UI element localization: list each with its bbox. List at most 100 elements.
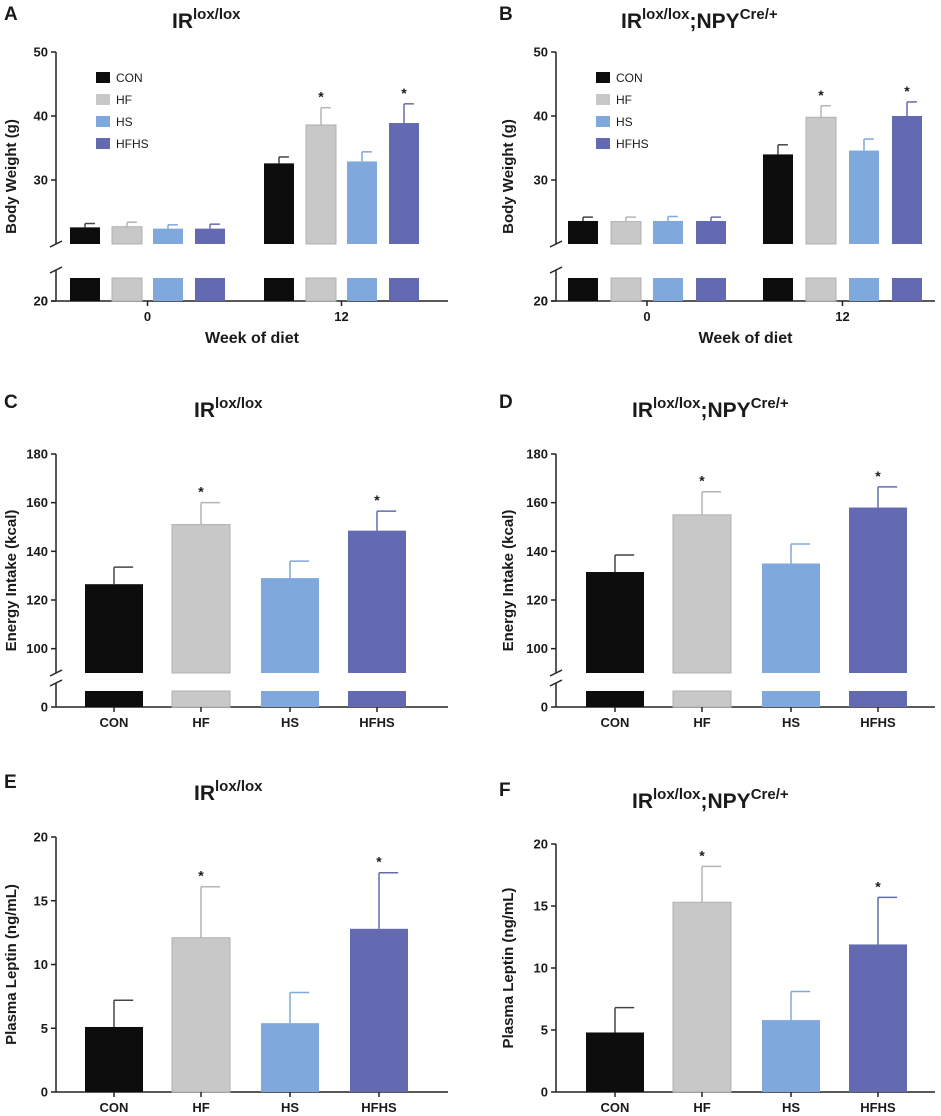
x-tick-label: 12: [334, 309, 348, 324]
x-tick-label: CON: [601, 1100, 630, 1115]
bar-hf: [610, 221, 642, 245]
x-tick-label: HS: [782, 1100, 800, 1115]
x-tick-label: 12: [835, 309, 849, 324]
significance-star: *: [875, 878, 881, 894]
significance-star: *: [198, 868, 204, 884]
y-axis-label: Plasma Leptin (ng/mL): [500, 888, 517, 1049]
bar-hs: [261, 578, 319, 673]
bar-con: [586, 1032, 644, 1092]
significance-star: *: [374, 492, 380, 508]
title-superscript: lox/lox: [642, 6, 690, 23]
y-tick-label: 10: [34, 957, 48, 972]
bar-base-hf: [171, 690, 231, 708]
title-superscript: lox/lox: [653, 395, 701, 412]
x-tick-label: CON: [100, 1100, 129, 1115]
y-tick-label: 0: [541, 294, 548, 309]
x-tick-label: HFHS: [359, 715, 395, 730]
bar-base-hf: [672, 690, 732, 708]
axis-break-mark: [49, 669, 63, 687]
legend-swatch-hfhs: [96, 138, 110, 149]
panel-letter: F: [499, 780, 511, 801]
significance-star: *: [818, 87, 824, 103]
bar-con: [264, 163, 294, 244]
y-tick-label: 180: [526, 447, 548, 462]
title-superscript: lox/lox: [653, 786, 701, 803]
title-superscript-2: Cre/+: [751, 395, 789, 412]
y-tick-label: 0: [541, 700, 548, 715]
bar-base-hs: [653, 278, 683, 301]
chart-title: IRlox/lox: [194, 778, 263, 805]
panel-b: B IRlox/lox;NPYCre/+Body Weight (g)020304…: [499, 4, 935, 347]
panel-c: C IRlox/lox Energy Intake (kcal) 0 100 120 140…: [3, 392, 448, 730]
x-tick-label: CON: [100, 715, 129, 730]
legend-label-hf: HF: [116, 93, 132, 107]
y-tick-label: 15: [34, 893, 48, 908]
y-axis-label: Energy Intake (kcal): [3, 510, 20, 652]
bar-hfhs: [195, 228, 225, 244]
legend-swatch-hs: [596, 116, 610, 127]
y-axis-label: Energy Intake (kcal): [500, 510, 517, 652]
bar-con: [568, 220, 598, 244]
bar-base-con: [568, 278, 598, 301]
panel-letter: E: [4, 772, 17, 793]
x-tick-label: HF: [192, 1100, 209, 1115]
panel-e: E IRlox/lox Plasma Leptin (ng/mL) 0 5 10 15 20 C…: [3, 772, 448, 1115]
legend-label-hfhs: HFHS: [116, 137, 149, 151]
bar-hfhs: [849, 944, 907, 1092]
significance-star: *: [699, 847, 705, 863]
bar-hf: [111, 226, 143, 245]
bar-con: [70, 227, 100, 244]
y-tick-label: 50: [34, 45, 48, 60]
bar-base-hfhs: [195, 278, 225, 301]
title-suffix: ;NPY: [701, 790, 751, 813]
legend-swatch-hf: [596, 94, 610, 105]
axis-break-mark: [549, 669, 563, 687]
bar-base-hfhs: [389, 278, 419, 301]
bar-hs: [153, 228, 183, 244]
bar-base-con: [586, 691, 644, 707]
bar-hs: [762, 563, 820, 673]
bar-base-hf: [111, 277, 143, 302]
title-superscript: lox/lox: [215, 395, 263, 412]
bar-base-hs: [762, 691, 820, 707]
bar-hs: [762, 1020, 820, 1092]
bar-hf: [805, 116, 837, 245]
x-tick-label: 0: [643, 309, 650, 324]
axis-break-mark: [549, 240, 563, 274]
bar-hs: [653, 220, 683, 244]
axis-break-mark: [49, 240, 63, 274]
y-tick-label: 160: [26, 495, 48, 510]
y-tick-label: 5: [41, 1021, 48, 1036]
y-tick-label: 0: [41, 700, 48, 715]
x-axis-label: Week of diet: [205, 330, 300, 347]
bar-hf: [672, 514, 732, 674]
bar-hf: [171, 937, 231, 1093]
y-tick-label: 140: [26, 544, 48, 559]
y-tick-label: 30: [34, 173, 48, 188]
bar-hfhs: [348, 530, 406, 673]
title-main: IR: [621, 10, 642, 33]
y-tick-label: 30: [534, 173, 548, 188]
x-tick-label: HS: [281, 715, 299, 730]
legend-label-con: CON: [116, 71, 143, 85]
y-tick-label: 100: [526, 641, 548, 656]
y-tick-label: 10: [534, 961, 548, 976]
panel-d: D IRlox/lox;NPYCre/+ Energy Intake (kcal) 0…: [499, 392, 935, 730]
panel-letter: A: [4, 4, 18, 25]
bar-hfhs: [849, 507, 907, 673]
y-tick-label: 20: [34, 294, 48, 309]
chart-title: IRlox/lox: [194, 395, 263, 422]
title-main: IR: [632, 399, 653, 422]
y-tick-label: 20: [34, 830, 48, 845]
x-tick-label: CON: [601, 715, 630, 730]
significance-star: *: [875, 468, 881, 484]
title-suffix: ;NPY: [690, 10, 740, 33]
legend-swatch-hf: [96, 94, 110, 105]
y-tick-label: 180: [26, 447, 48, 462]
y-tick-label: 15: [534, 899, 548, 914]
title-superscript-2: Cre/+: [751, 786, 789, 803]
x-axis-label: Week of diet: [699, 330, 794, 347]
x-tick-label: HS: [782, 715, 800, 730]
bar-con: [586, 572, 644, 673]
